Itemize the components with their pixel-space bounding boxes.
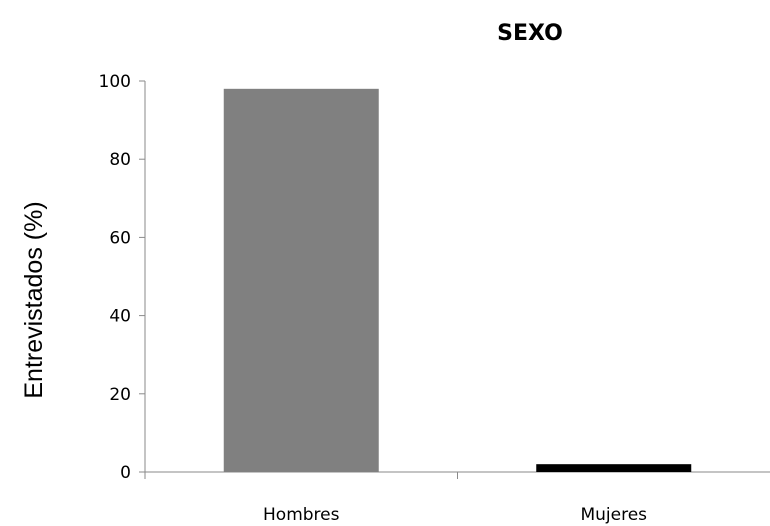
bar-mujeres	[536, 464, 692, 472]
bars	[223, 88, 692, 472]
y-tick-label: 0	[120, 463, 131, 483]
x-ticks: Hombres Mujeres	[144, 472, 647, 525]
y-axis-label: Entrevistados (%)	[20, 201, 48, 398]
y-tick-label: 60	[109, 228, 131, 248]
x-tick-label: Hombres	[263, 505, 340, 525]
y-tick-label: 80	[109, 150, 131, 170]
y-ticks: 0 20 40 60 80 100	[99, 72, 145, 483]
y-tick-label: 40	[109, 307, 131, 327]
y-tick-label: 100	[99, 72, 131, 92]
chart-title: SEXO	[497, 21, 563, 46]
x-tick-label: Mujeres	[580, 505, 647, 525]
y-tick-label: 20	[109, 385, 131, 405]
bar-hombres	[223, 88, 379, 472]
